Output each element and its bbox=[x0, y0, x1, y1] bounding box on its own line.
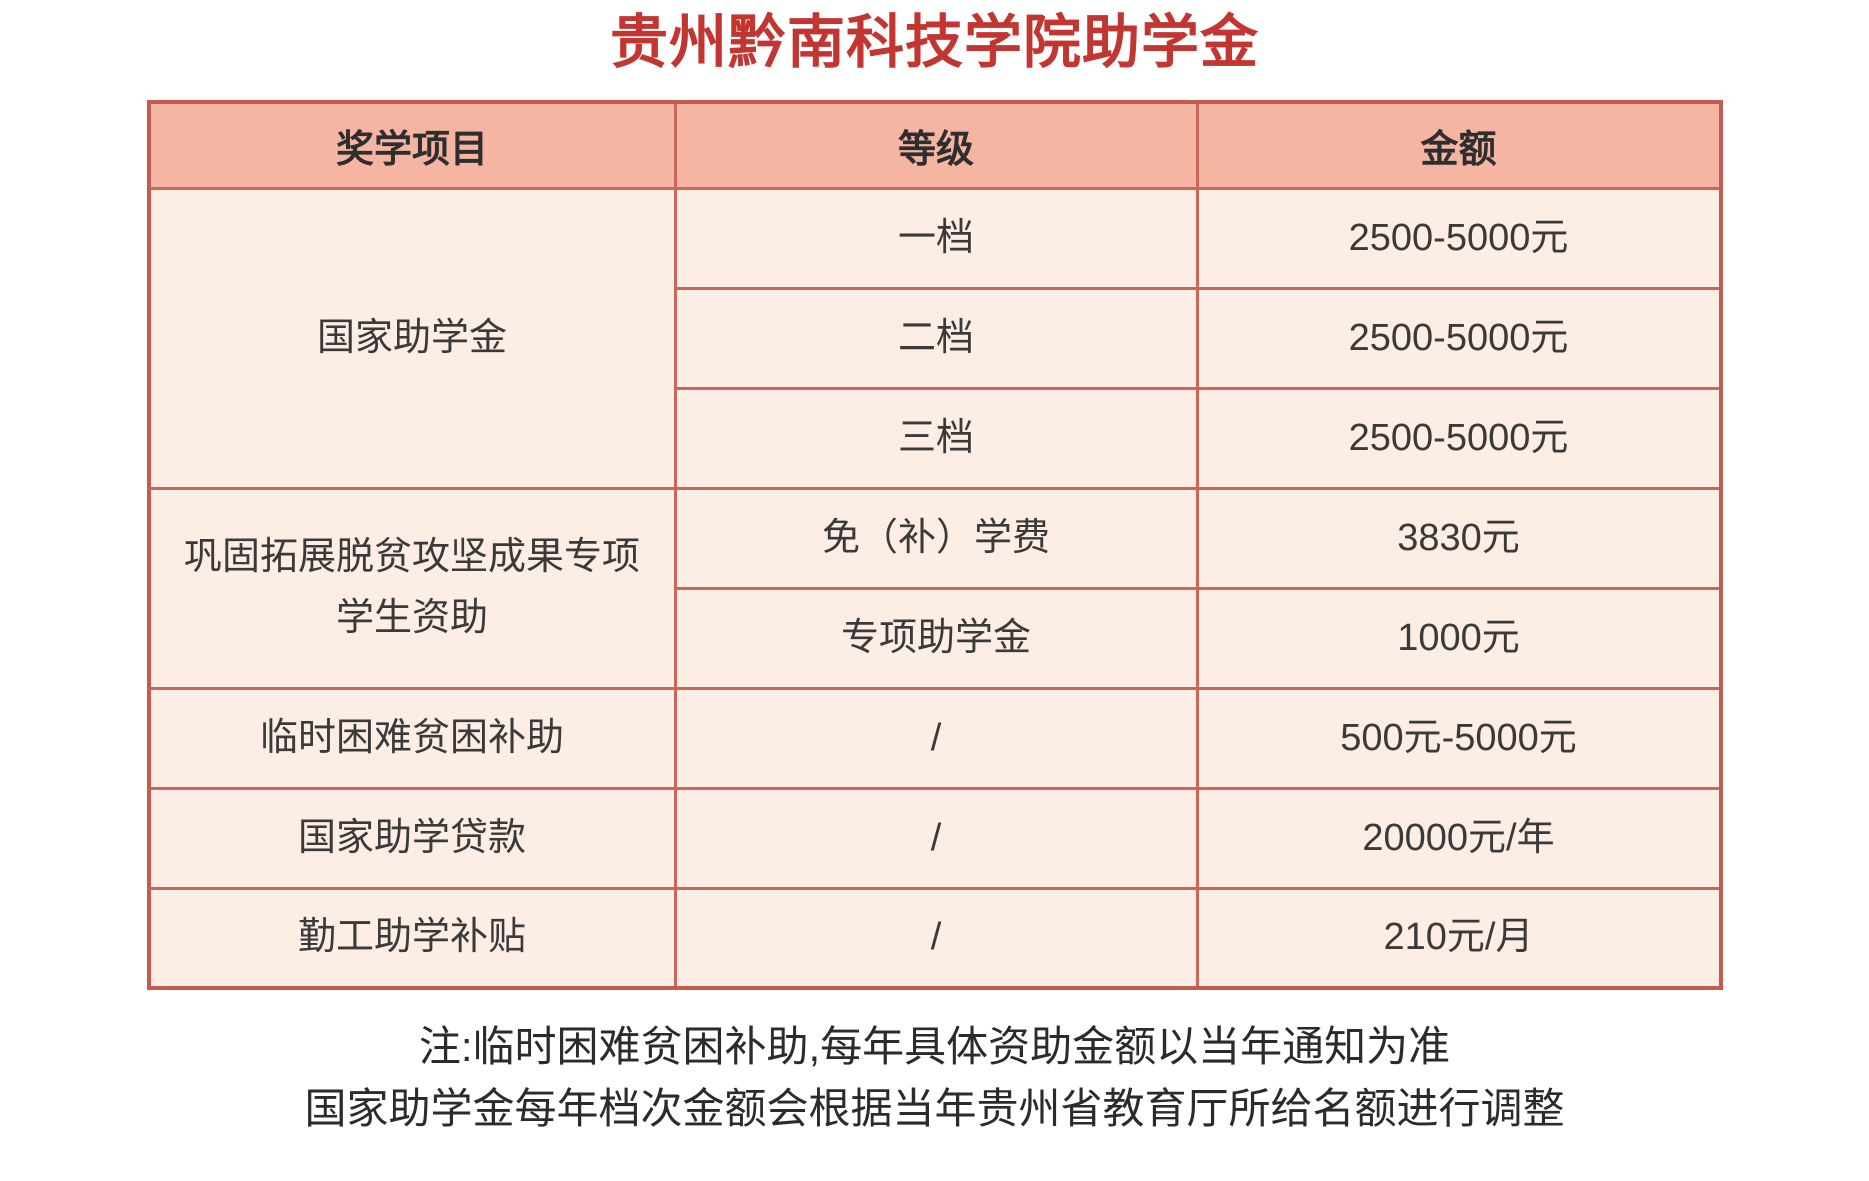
table-row-poverty-special-2: 专项助学金 1000元 bbox=[149, 586, 1722, 690]
note-line-2: 国家助学金每年档次金额会根据当年贵州省教育厅所给名额进行调整 bbox=[304, 1085, 1565, 1132]
note-line-1: 注:临时困难贫困补助,每年具体资助金额以当年通知为准 bbox=[418, 1023, 1451, 1070]
table-row-national-aid-1: 国家助学金 一档 2500-5000元 bbox=[147, 186, 1722, 490]
table-row-poverty-special-1: 巩固拓展脱贫攻坚成果专项学生资助 免（补）学费 3830元 bbox=[147, 486, 1722, 690]
amount-cell: 500元-5000元 bbox=[1195, 686, 1722, 790]
table-row-national-loan: 国家助学贷款 / 20000元/年 bbox=[147, 786, 1722, 890]
level-cell: 免（补）学费 bbox=[673, 486, 1199, 590]
amount-cell: 20000元/年 bbox=[1195, 786, 1722, 890]
table-row-national-aid-3: 三档 2500-5000元 bbox=[149, 386, 1722, 490]
amount-cell: 3830元 bbox=[1195, 486, 1722, 590]
table-row-work-study: 勤工助学补贴 / 210元/月 bbox=[147, 886, 1722, 990]
amount-cell: 2500-5000元 bbox=[1195, 186, 1722, 290]
financial-aid-table: 奖学项目 等级 金额 国家助学金 一档 2500-5000元 二档 2500-5… bbox=[146, 100, 1723, 990]
table-header-row: 奖学项目 等级 金额 bbox=[147, 100, 1722, 190]
project-cell-temporary-subsidy: 临时困难贫困补助 bbox=[147, 686, 677, 790]
page-title: 贵州黔南科技学院助学金 bbox=[609, 10, 1259, 75]
level-cell: 一档 bbox=[673, 186, 1199, 290]
footnotes: 注:临时困难贫困补助,每年具体资助金额以当年通知为准 国家助学金每年档次金额会根… bbox=[0, 1016, 1869, 1140]
project-cell-national-loan: 国家助学贷款 bbox=[147, 786, 677, 890]
amount-cell: 1000元 bbox=[1195, 586, 1722, 690]
header-level: 等级 bbox=[673, 100, 1199, 190]
table-row-national-aid-2: 二档 2500-5000元 bbox=[149, 286, 1722, 390]
level-cell: 三档 bbox=[673, 386, 1199, 490]
level-cell: / bbox=[673, 786, 1199, 890]
header-project: 奖学项目 bbox=[147, 100, 677, 190]
amount-cell: 2500-5000元 bbox=[1195, 286, 1722, 390]
header-amount: 金额 bbox=[1195, 100, 1722, 190]
amount-cell: 210元/月 bbox=[1195, 886, 1722, 990]
amount-cell: 2500-5000元 bbox=[1195, 386, 1722, 490]
project-cell-national-aid: 国家助学金 bbox=[147, 186, 677, 490]
table-row-temporary-subsidy: 临时困难贫困补助 / 500元-5000元 bbox=[147, 686, 1722, 790]
project-cell-work-study: 勤工助学补贴 bbox=[147, 886, 677, 990]
level-cell: / bbox=[673, 886, 1199, 990]
project-cell-poverty-special: 巩固拓展脱贫攻坚成果专项学生资助 bbox=[147, 486, 677, 690]
level-cell: 专项助学金 bbox=[673, 586, 1199, 690]
level-cell: 二档 bbox=[673, 286, 1199, 390]
level-cell: / bbox=[673, 686, 1199, 790]
